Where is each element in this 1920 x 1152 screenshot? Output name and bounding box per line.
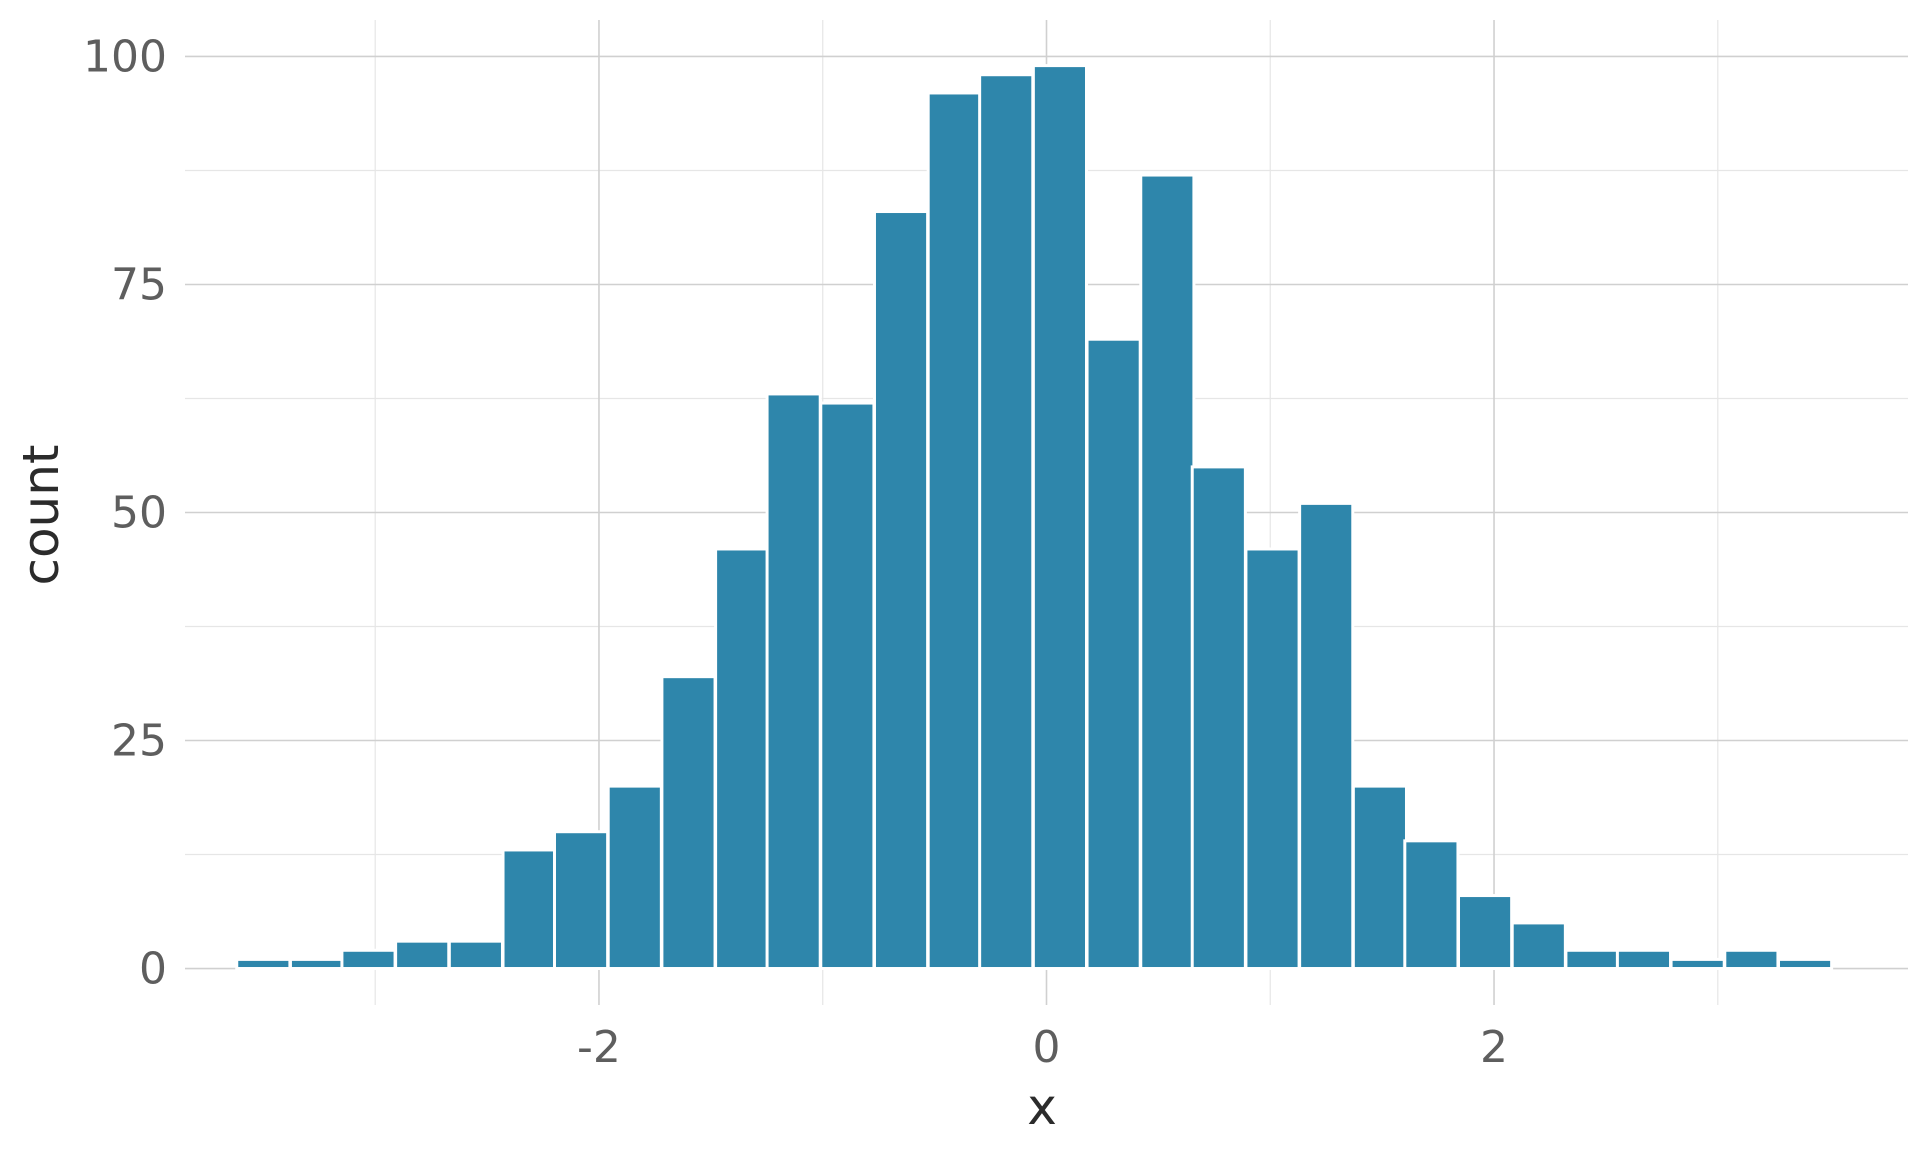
histogram-bar [501, 848, 558, 971]
histogram-bar [660, 675, 717, 971]
y-tick-label: 100 [83, 31, 167, 82]
histogram-bar [872, 210, 930, 971]
histogram-bar [1139, 173, 1196, 971]
y-tick-label: 0 [139, 944, 167, 995]
histogram-bar [288, 957, 346, 971]
histogram-bar [394, 939, 451, 971]
histogram-bar [1298, 501, 1355, 971]
histogram-bar [765, 392, 822, 971]
histogram-bar [714, 547, 771, 971]
y-tick-label: 75 [111, 259, 167, 310]
histogram-bar [926, 91, 983, 971]
histogram-bar [1776, 957, 1834, 971]
y-tick-labels: 0 25 50 75 100 [83, 31, 167, 994]
histogram-bar [447, 939, 504, 971]
histogram-bar [1031, 64, 1088, 971]
x-tick-label: -2 [577, 1022, 621, 1073]
histogram-bar [1510, 921, 1567, 971]
histogram-bar [340, 948, 397, 971]
histogram-bar [1457, 894, 1514, 971]
histogram-bar [235, 957, 292, 971]
histogram-bar [1615, 948, 1673, 971]
histogram-bar [1564, 948, 1621, 971]
y-tick-label: 25 [111, 716, 167, 767]
y-axis-title: count [12, 444, 70, 585]
histogram-bar [606, 784, 663, 971]
x-tick-label: 2 [1480, 1022, 1508, 1073]
x-axis-title: x [1027, 1078, 1057, 1136]
x-tick-labels: -2 0 2 [577, 1022, 1508, 1073]
x-tick-label: 0 [1033, 1022, 1061, 1073]
histogram-bar [1723, 948, 1780, 971]
histogram-bars [235, 64, 1834, 971]
histogram-bar [1351, 784, 1408, 971]
histogram-bar [819, 401, 876, 971]
histogram-bar [552, 830, 610, 971]
histogram-bar [1403, 839, 1460, 971]
y-tick-label: 50 [111, 488, 167, 539]
histogram-bar [1190, 465, 1247, 971]
histogram-bar [1669, 957, 1726, 971]
histogram-bar [1085, 337, 1142, 971]
histogram-bar [1244, 547, 1301, 971]
histogram-bar [978, 73, 1035, 971]
